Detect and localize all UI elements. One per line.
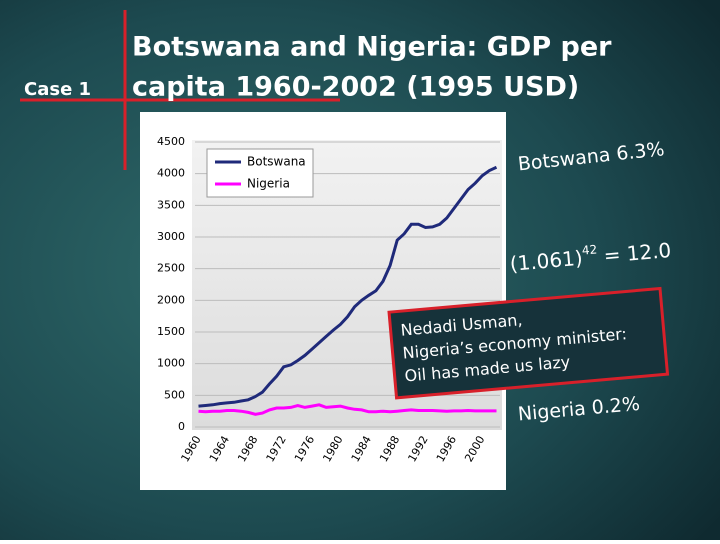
legend-box xyxy=(206,148,314,198)
y-tick-label: 500 xyxy=(164,388,185,401)
title: Botswana and Nigeria: GDP per xyxy=(132,32,612,63)
y-tick-label: 2500 xyxy=(157,262,185,275)
y-tick-label: 4000 xyxy=(157,167,185,180)
annotation: = 12.0 xyxy=(603,237,672,267)
legend-label: Nigeria xyxy=(247,177,290,191)
annotations: Botswana 6.3% (1.061)42 = 12.0 Nedadi Usm… xyxy=(387,138,672,425)
legend-label: Botswana xyxy=(247,155,306,169)
series-line xyxy=(198,403,497,416)
annotation: 42 xyxy=(581,242,597,257)
quote-box xyxy=(387,286,670,400)
y-tick-label: 1500 xyxy=(157,325,185,338)
series-line xyxy=(198,165,498,408)
y-tick-label: 2000 xyxy=(157,293,185,306)
case-label: Case 1 xyxy=(24,79,91,100)
y-tick-label: 3500 xyxy=(157,198,185,211)
y-tick-label: 4500 xyxy=(157,135,185,148)
y-tick-label: 1000 xyxy=(157,357,185,370)
y-tick-label: 0 xyxy=(178,420,185,433)
y-tick-label: 3000 xyxy=(157,230,185,243)
title: capita 1960-2002 (1995 USD) xyxy=(132,72,579,103)
